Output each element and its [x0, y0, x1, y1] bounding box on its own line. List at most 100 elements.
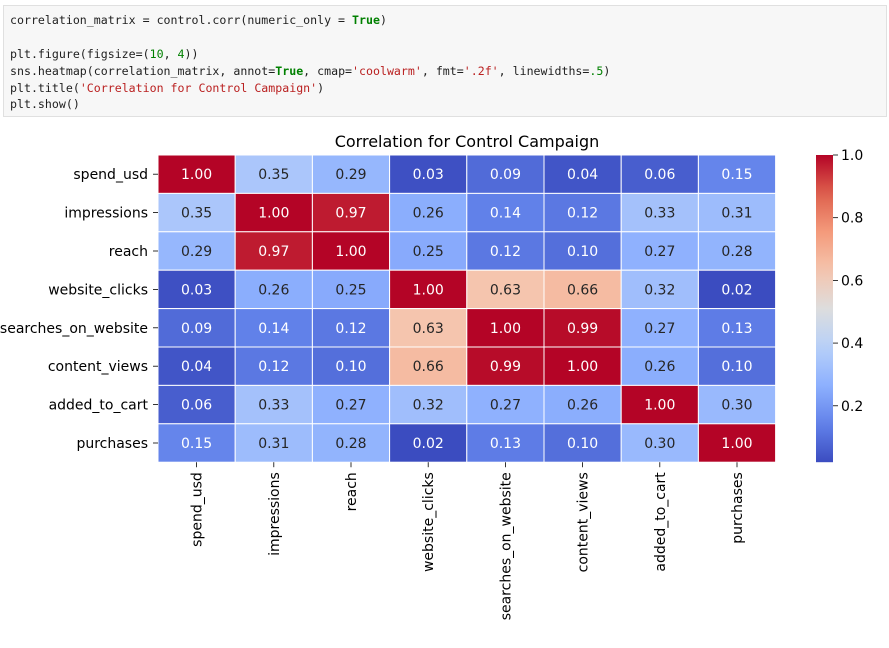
heatmap-cell: [466, 269, 545, 310]
heatmap-cell: [157, 154, 236, 194]
colorbar-tick-label: 0.8: [841, 211, 863, 227]
cell-value-label: 0.02: [413, 436, 444, 452]
heatmap-cell: [620, 269, 699, 310]
cell-value-label: 0.12: [258, 359, 289, 375]
code-token: , fmt=: [421, 63, 464, 78]
code-line: plt.title('Correlation for Control Campa…: [10, 80, 886, 97]
cell-value-label: 1.00: [258, 206, 289, 222]
heatmap-cell: [697, 423, 777, 463]
colorbar-tick-label: 0.4: [841, 336, 863, 352]
code-cell[interactable]: correlation_matrix = control.corr(numeri…: [3, 5, 887, 117]
row-label: website_clicks: [48, 282, 148, 298]
row-label: impressions: [64, 206, 148, 222]
cell-value-label: 0.27: [335, 398, 366, 414]
code-token: True: [352, 13, 380, 27]
heatmap-cell: [543, 346, 622, 386]
cell-value-label: 0.03: [413, 167, 444, 183]
cell-value-label: 0.29: [181, 244, 212, 260]
heatmap-cell: [389, 269, 468, 310]
heatmap-cell: [311, 154, 391, 194]
heatmap-cell: [234, 384, 313, 425]
heatmap-cell: [697, 192, 777, 233]
cell-value-label: 0.29: [335, 167, 366, 183]
heatmap-cell: [234, 154, 313, 194]
code-line: correlation_matrix = control.corr(numeri…: [10, 12, 886, 29]
heatmap-cell: [543, 192, 622, 233]
heatmap-cell: [311, 384, 391, 425]
cell-value-label: 0.66: [413, 359, 444, 375]
code-token: ): [317, 80, 325, 95]
colorbar-tick-label: 1.0: [841, 148, 863, 164]
cell-value-label: 0.97: [335, 206, 366, 222]
heatmap-cell: [466, 423, 545, 463]
cell-value-label: 0.12: [335, 321, 366, 337]
cell-value-label: 0.32: [644, 282, 675, 298]
heatmap-cell: [234, 231, 313, 271]
cell-value-label: 0.06: [644, 167, 675, 183]
heatmap-cells: 1.00 0.35 0.29 0.03 0.09 0.04 0.06 0.15 0.35 1.00…: [157, 154, 777, 463]
cell-value-label: 0.14: [258, 321, 289, 337]
cell-value-label: 0.25: [413, 244, 444, 260]
cell-value-label: 0.26: [644, 359, 675, 375]
cell-value-label: 0.63: [490, 282, 521, 298]
column-label: purchases: [730, 472, 746, 544]
cell-value-label: 0.12: [490, 244, 521, 260]
heatmap-cell: [697, 154, 777, 194]
row-labels: spend_usd impressions reach website_clickss…: [0, 167, 158, 452]
chart-title: Correlation for Control Campaign: [335, 132, 600, 151]
cell-value-label: 0.27: [644, 244, 675, 260]
code-token: plt.title(: [10, 80, 80, 95]
cell-value-label: 1.00: [644, 398, 675, 414]
cell-value-label: 0.28: [335, 436, 366, 452]
code-token: )): [184, 46, 199, 61]
code-token: ): [603, 63, 611, 78]
cell-value-label: 0.10: [721, 359, 752, 375]
code-token: 'coolwarm': [352, 63, 422, 78]
cell-value-label: 0.13: [490, 436, 521, 452]
cell-value-label: 0.31: [258, 436, 289, 452]
heatmap-cell: [697, 384, 777, 425]
heatmap-cell: [157, 269, 236, 310]
cell-value-label: 0.12: [567, 206, 598, 222]
heatmap-cell: [543, 231, 622, 271]
heatmap-cell: [620, 308, 699, 348]
heatmap-cell: [311, 423, 391, 463]
cell-value-label: 0.30: [644, 436, 675, 452]
heatmap-chart: Correlation for Control Campaign 1.00 0.3…: [0, 132, 863, 620]
heatmap-cell: [311, 269, 391, 310]
column-label: spend_usd: [190, 472, 206, 547]
code-token: ,: [163, 46, 178, 61]
code-token: 10: [149, 46, 164, 61]
cell-value-label: 0.66: [567, 282, 598, 298]
colorbar-tick-label: 0.6: [841, 273, 863, 289]
heatmap-cell: [234, 192, 313, 233]
cell-value-label: 1.00: [413, 282, 444, 298]
cell-value-label: 0.15: [181, 436, 212, 452]
heatmap-figure: Correlation for Control Campaign 1.00 0.3…: [0, 125, 889, 643]
cell-value-label: 0.14: [490, 206, 521, 222]
code-line: [10, 29, 886, 46]
heatmap-cell: [311, 231, 391, 271]
cell-value-label: 1.00: [490, 321, 521, 337]
cell-value-label: 1.00: [567, 359, 598, 375]
cell-value-label: 0.26: [413, 206, 444, 222]
cell-value-label: 0.06: [181, 398, 212, 414]
code-line: plt.show(): [10, 96, 886, 113]
cell-value-label: 0.33: [258, 398, 289, 414]
cell-value-label: 0.97: [258, 244, 289, 260]
colorbar-gradient: [816, 155, 833, 463]
code-token: plt.show(): [10, 97, 80, 112]
heatmap-cell: [620, 384, 699, 425]
heatmap-cell: [466, 384, 545, 425]
heatmap-cell: [389, 308, 468, 348]
heatmap-cell: [620, 346, 699, 386]
cell-value-label: 0.10: [567, 244, 598, 260]
heatmap-cell: [543, 154, 622, 194]
colorbar: 0.2 0.4 0.6 0.8 1.0: [816, 148, 863, 463]
cell-value-label: 0.27: [490, 398, 521, 414]
code-token: , cmap=: [303, 63, 353, 78]
column-label: website_clicks: [421, 472, 437, 572]
cell-value-label: 0.28: [721, 244, 752, 260]
code-token: 4: [177, 46, 185, 61]
cell-value-label: 0.35: [258, 167, 289, 183]
